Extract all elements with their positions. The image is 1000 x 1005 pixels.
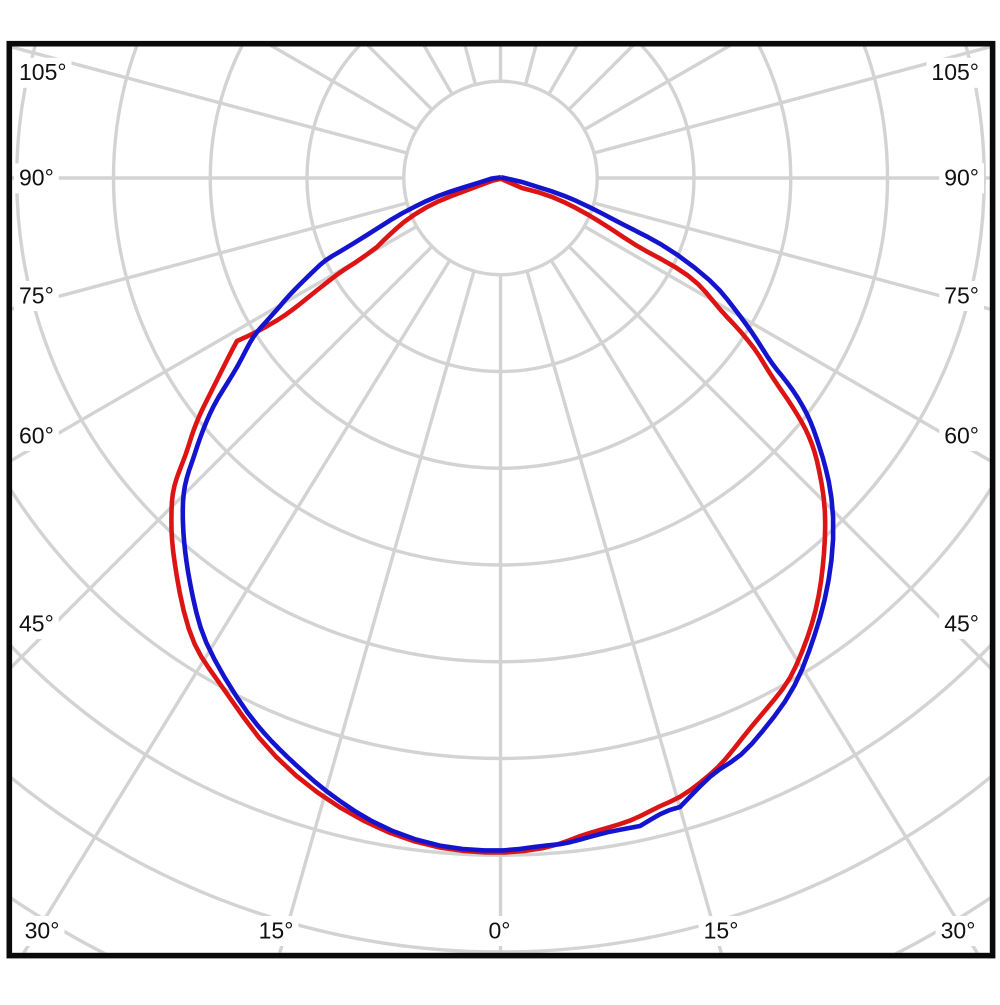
svg-text:75°: 75° <box>944 282 979 308</box>
svg-text:105°: 105° <box>19 59 67 85</box>
svg-text:30°: 30° <box>941 917 976 943</box>
svg-text:105°: 105° <box>931 59 979 85</box>
svg-text:60°: 60° <box>19 422 54 448</box>
svg-text:15°: 15° <box>704 917 739 943</box>
svg-text:45°: 45° <box>19 610 54 636</box>
svg-text:30°: 30° <box>25 917 60 943</box>
svg-text:75°: 75° <box>19 282 54 308</box>
svg-text:90°: 90° <box>19 165 54 191</box>
svg-text:45°: 45° <box>944 610 979 636</box>
svg-text:60°: 60° <box>944 422 979 448</box>
svg-text:90°: 90° <box>944 165 979 191</box>
svg-text:15°: 15° <box>259 917 294 943</box>
svg-text:0°: 0° <box>489 917 511 943</box>
